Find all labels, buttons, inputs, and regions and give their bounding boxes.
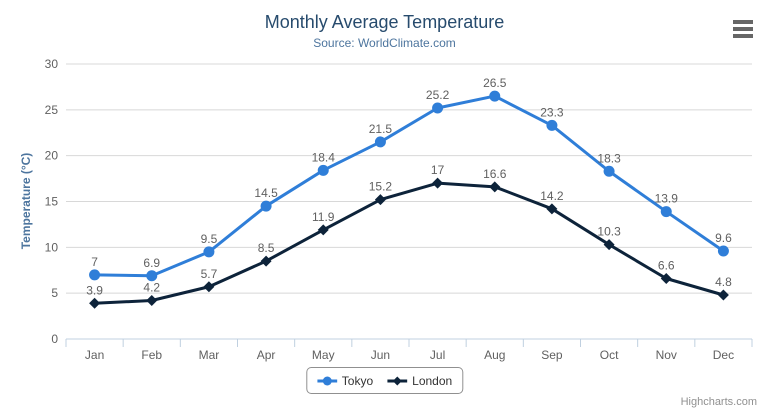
data-point-london[interactable]	[89, 297, 101, 309]
data-label: 4.2	[143, 281, 160, 295]
x-axis-label: Nov	[656, 348, 677, 362]
data-point-london[interactable]	[146, 295, 158, 306]
x-axis-label: Mar	[199, 348, 220, 362]
data-point-london[interactable]	[717, 289, 729, 301]
data-label: 25.2	[426, 88, 450, 102]
legend-label: Tokyo	[341, 373, 374, 388]
legend-marker-icon	[387, 376, 408, 385]
data-point-tokyo[interactable]	[203, 246, 215, 258]
hamburger-bar	[733, 34, 753, 38]
series-line-tokyo[interactable]	[93, 94, 725, 278]
legend-label: London	[412, 373, 453, 388]
y-axis-label: 25	[45, 103, 59, 117]
x-axis-label: Dec	[713, 348, 734, 362]
data-point-london[interactable]	[317, 224, 329, 236]
data-label: 10.3	[597, 225, 621, 239]
legend-item-london[interactable]: London	[387, 374, 452, 388]
hamburger-bar	[733, 27, 753, 31]
data-label: 4.8	[715, 275, 732, 289]
data-label: 14.2	[540, 189, 564, 203]
data-label: 9.6	[715, 231, 732, 245]
legend-item-tokyo[interactable]: Tokyo	[316, 373, 374, 388]
chart-subtitle: Source: WorldClimate.com	[313, 36, 456, 50]
x-axis-label: Sep	[541, 348, 563, 362]
data-point-tokyo[interactable]	[89, 269, 101, 281]
y-axis-title: Temperature (°C)	[19, 152, 33, 250]
data-point-tokyo[interactable]	[260, 200, 272, 212]
x-axis-label: May	[312, 348, 335, 362]
data-point-london[interactable]	[660, 273, 672, 284]
data-point-tokyo[interactable]	[317, 164, 329, 176]
data-label: 18.4	[312, 150, 336, 164]
data-label: 14.5	[254, 186, 278, 200]
data-label: 17	[431, 163, 445, 177]
y-axis-label: 15	[45, 195, 59, 209]
data-point-london[interactable]	[432, 177, 444, 189]
data-label: 16.6	[483, 167, 507, 181]
data-label: 5.7	[201, 267, 218, 281]
x-axis-label: Oct	[600, 348, 619, 362]
credits-link[interactable]: Highcharts.com	[680, 396, 757, 408]
data-point-london[interactable]	[489, 181, 501, 193]
data-point-tokyo[interactable]	[489, 90, 501, 102]
data-point-tokyo[interactable]	[146, 270, 158, 282]
data-label: 21.5	[369, 122, 393, 136]
hamburger-bar	[733, 20, 753, 24]
legend: Tokyo London	[305, 367, 464, 394]
data-label: 26.5	[483, 76, 507, 90]
data-label: 3.9	[86, 283, 103, 297]
x-axis-label: Jan	[85, 348, 104, 362]
x-axis-label: Jun	[371, 348, 390, 362]
x-axis-label: Aug	[484, 348, 505, 362]
series-line-london[interactable]	[93, 181, 725, 305]
data-label: 8.5	[258, 241, 275, 255]
data-label: 13.9	[655, 192, 679, 206]
y-axis-label: 10	[45, 240, 59, 254]
data-point-tokyo[interactable]	[717, 245, 729, 257]
x-axis-label: Apr	[257, 348, 276, 362]
y-axis-label: 30	[45, 57, 59, 71]
data-point-london[interactable]	[546, 203, 558, 215]
data-point-tokyo[interactable]	[660, 206, 672, 218]
data-point-tokyo[interactable]	[432, 102, 444, 114]
hamburger-menu-icon[interactable]	[733, 20, 753, 38]
data-label: 11.9	[312, 210, 335, 224]
data-point-london[interactable]	[203, 281, 215, 293]
data-label: 7	[91, 255, 98, 269]
chart-title: Monthly Average Temperature	[264, 12, 505, 32]
x-axis-label: Feb	[141, 348, 162, 362]
y-axis-label: 0	[51, 332, 58, 346]
legend-marker-icon	[316, 376, 337, 385]
data-label: 18.3	[597, 151, 621, 165]
data-label: 6.6	[658, 259, 675, 273]
data-point-tokyo[interactable]	[546, 119, 558, 131]
data-point-london[interactable]	[374, 194, 386, 206]
data-point-london[interactable]	[260, 255, 272, 267]
data-label: 6.9	[143, 256, 160, 270]
y-axis-label: 20	[45, 149, 59, 163]
data-point-london[interactable]	[603, 239, 615, 251]
data-point-tokyo[interactable]	[374, 136, 386, 148]
y-axis-label: 5	[51, 286, 58, 300]
data-label: 15.2	[369, 180, 393, 194]
data-label: 23.3	[540, 105, 564, 119]
data-label: 9.5	[201, 232, 218, 246]
x-axis-label: Jul	[430, 348, 445, 362]
data-point-tokyo[interactable]	[603, 165, 615, 177]
